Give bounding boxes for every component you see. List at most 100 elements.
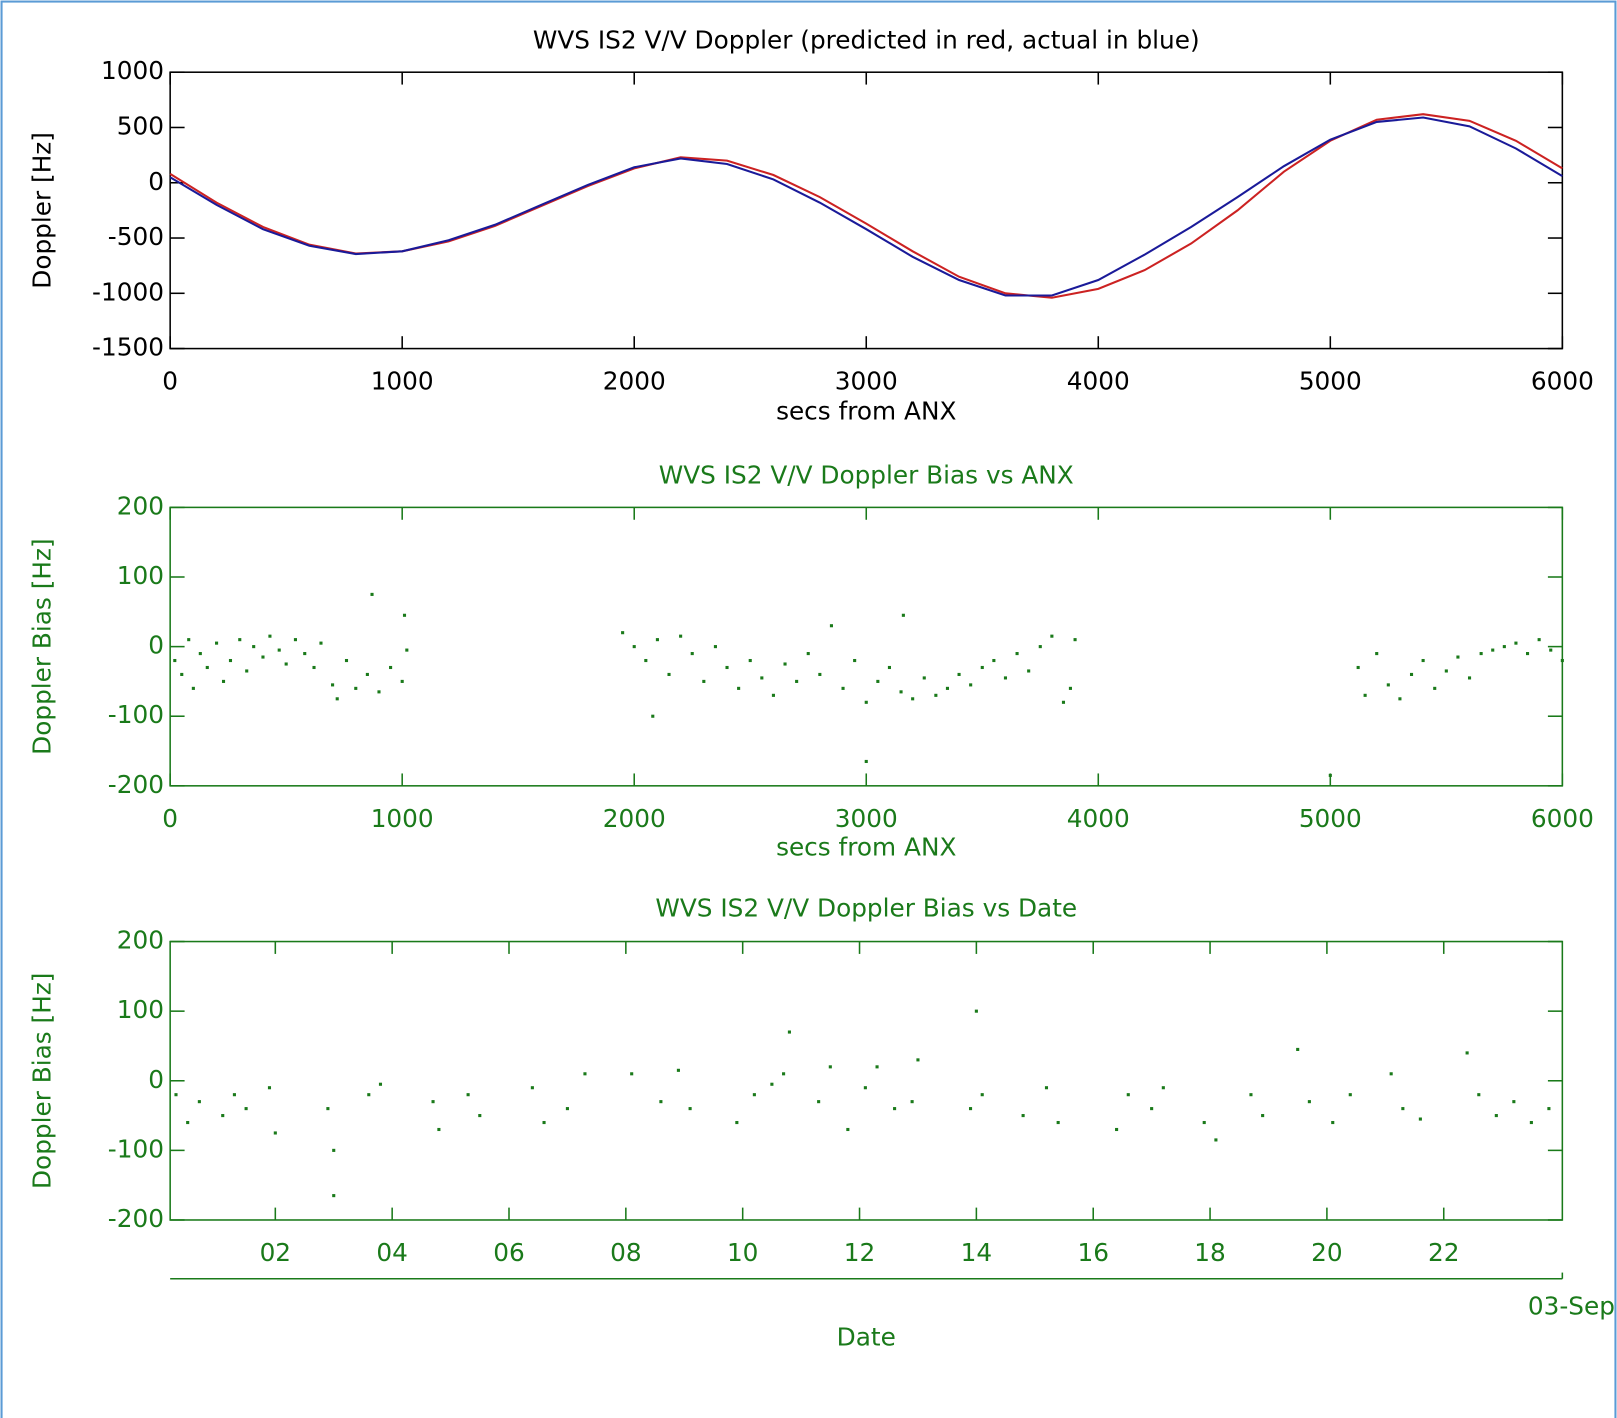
- point: [1331, 1120, 1335, 1125]
- point: [180, 672, 184, 676]
- point: [735, 1120, 739, 1125]
- point: [221, 679, 226, 683]
- point: [737, 686, 741, 690]
- chart-title: WVS IS2 V/V Doppler Bias vs Date: [655, 894, 1077, 923]
- point: [198, 652, 202, 656]
- plot-frame: [169, 71, 1564, 350]
- point: [312, 665, 316, 670]
- point: [841, 686, 845, 690]
- point: [377, 690, 381, 694]
- point: [1512, 1100, 1516, 1104]
- x-tick-label: 6000: [1531, 804, 1594, 833]
- point: [1477, 1093, 1481, 1097]
- point: [215, 641, 219, 645]
- point: [818, 672, 822, 676]
- point: [1068, 686, 1072, 690]
- point: [583, 1072, 587, 1076]
- point: [1444, 669, 1448, 673]
- point: [437, 1127, 441, 1132]
- annotation: 03-Sep: [1528, 1292, 1615, 1321]
- point: [367, 1093, 371, 1097]
- point: [864, 700, 868, 704]
- point: [922, 676, 926, 680]
- y-tick-label: -200: [108, 1204, 164, 1233]
- point: [1150, 1107, 1154, 1111]
- point: [1003, 676, 1008, 680]
- point: [1044, 1086, 1049, 1090]
- x-tick-label: 14: [961, 1238, 993, 1267]
- point: [1027, 669, 1031, 673]
- y-tick-label: 100: [117, 561, 164, 590]
- x-tick-label: 18: [1194, 1238, 1225, 1267]
- x-tick-label: 04: [376, 1238, 408, 1267]
- x-tick-label: 4000: [1067, 367, 1130, 396]
- point: [1409, 672, 1414, 676]
- x-tick-label: 0: [162, 367, 178, 396]
- point: [853, 658, 857, 663]
- point: [863, 1086, 867, 1090]
- point: [1547, 1107, 1551, 1111]
- point: [901, 613, 905, 617]
- point: [655, 638, 659, 642]
- point: [565, 1107, 569, 1111]
- x-tick-label: 06: [493, 1238, 525, 1267]
- point: [303, 652, 307, 656]
- x-tick-label: 2000: [603, 804, 666, 833]
- y-tick-label: 500: [117, 111, 164, 140]
- point: [875, 1065, 879, 1069]
- point: [980, 665, 984, 670]
- point: [748, 658, 752, 663]
- x-tick-label: 12: [844, 1238, 876, 1267]
- point: [261, 655, 265, 659]
- point: [293, 638, 297, 642]
- y-tick-label: -500: [108, 222, 164, 251]
- y-tick-label: 0: [148, 167, 164, 196]
- point: [1015, 652, 1019, 656]
- point: [332, 1194, 336, 1198]
- point: [191, 686, 195, 690]
- x-tick-label: 1000: [371, 804, 434, 833]
- point: [1502, 645, 1506, 649]
- point: [344, 658, 349, 663]
- series-line: [169, 116, 1563, 297]
- point: [245, 669, 249, 673]
- point: [1375, 652, 1379, 656]
- point: [186, 1120, 190, 1125]
- point: [267, 1086, 272, 1090]
- point: [783, 662, 787, 666]
- y-tick-label: 200: [117, 926, 164, 955]
- y-tick-label: -100: [108, 1134, 164, 1163]
- point: [782, 1072, 786, 1076]
- x-tick-label: 3000: [835, 367, 898, 396]
- point: [331, 683, 335, 687]
- point: [173, 658, 177, 663]
- point: [402, 613, 407, 617]
- point: [268, 634, 272, 638]
- point: [228, 658, 233, 663]
- point: [945, 686, 950, 690]
- point: [974, 1009, 978, 1013]
- point: [651, 714, 655, 718]
- point: [1398, 697, 1402, 701]
- x-tick-label: 4000: [1067, 804, 1130, 833]
- point: [1389, 1072, 1393, 1076]
- point: [1479, 652, 1483, 656]
- point: [1307, 1100, 1311, 1104]
- point: [1465, 1051, 1469, 1055]
- point: [864, 759, 868, 764]
- x-tick-label: 5000: [1299, 804, 1362, 833]
- point: [1560, 658, 1564, 663]
- y-axis-label: Doppler Bias [Hz]: [27, 538, 56, 754]
- x-tick-label: 20: [1311, 1238, 1343, 1267]
- point: [771, 693, 775, 697]
- x-tick-label: 0: [162, 804, 178, 833]
- point: [1021, 1114, 1025, 1118]
- point: [911, 697, 915, 701]
- point: [284, 662, 288, 666]
- point: [1249, 1093, 1253, 1097]
- point: [205, 665, 209, 670]
- point: [400, 679, 404, 683]
- point: [273, 1131, 277, 1135]
- y-tick-label: 0: [148, 1065, 164, 1094]
